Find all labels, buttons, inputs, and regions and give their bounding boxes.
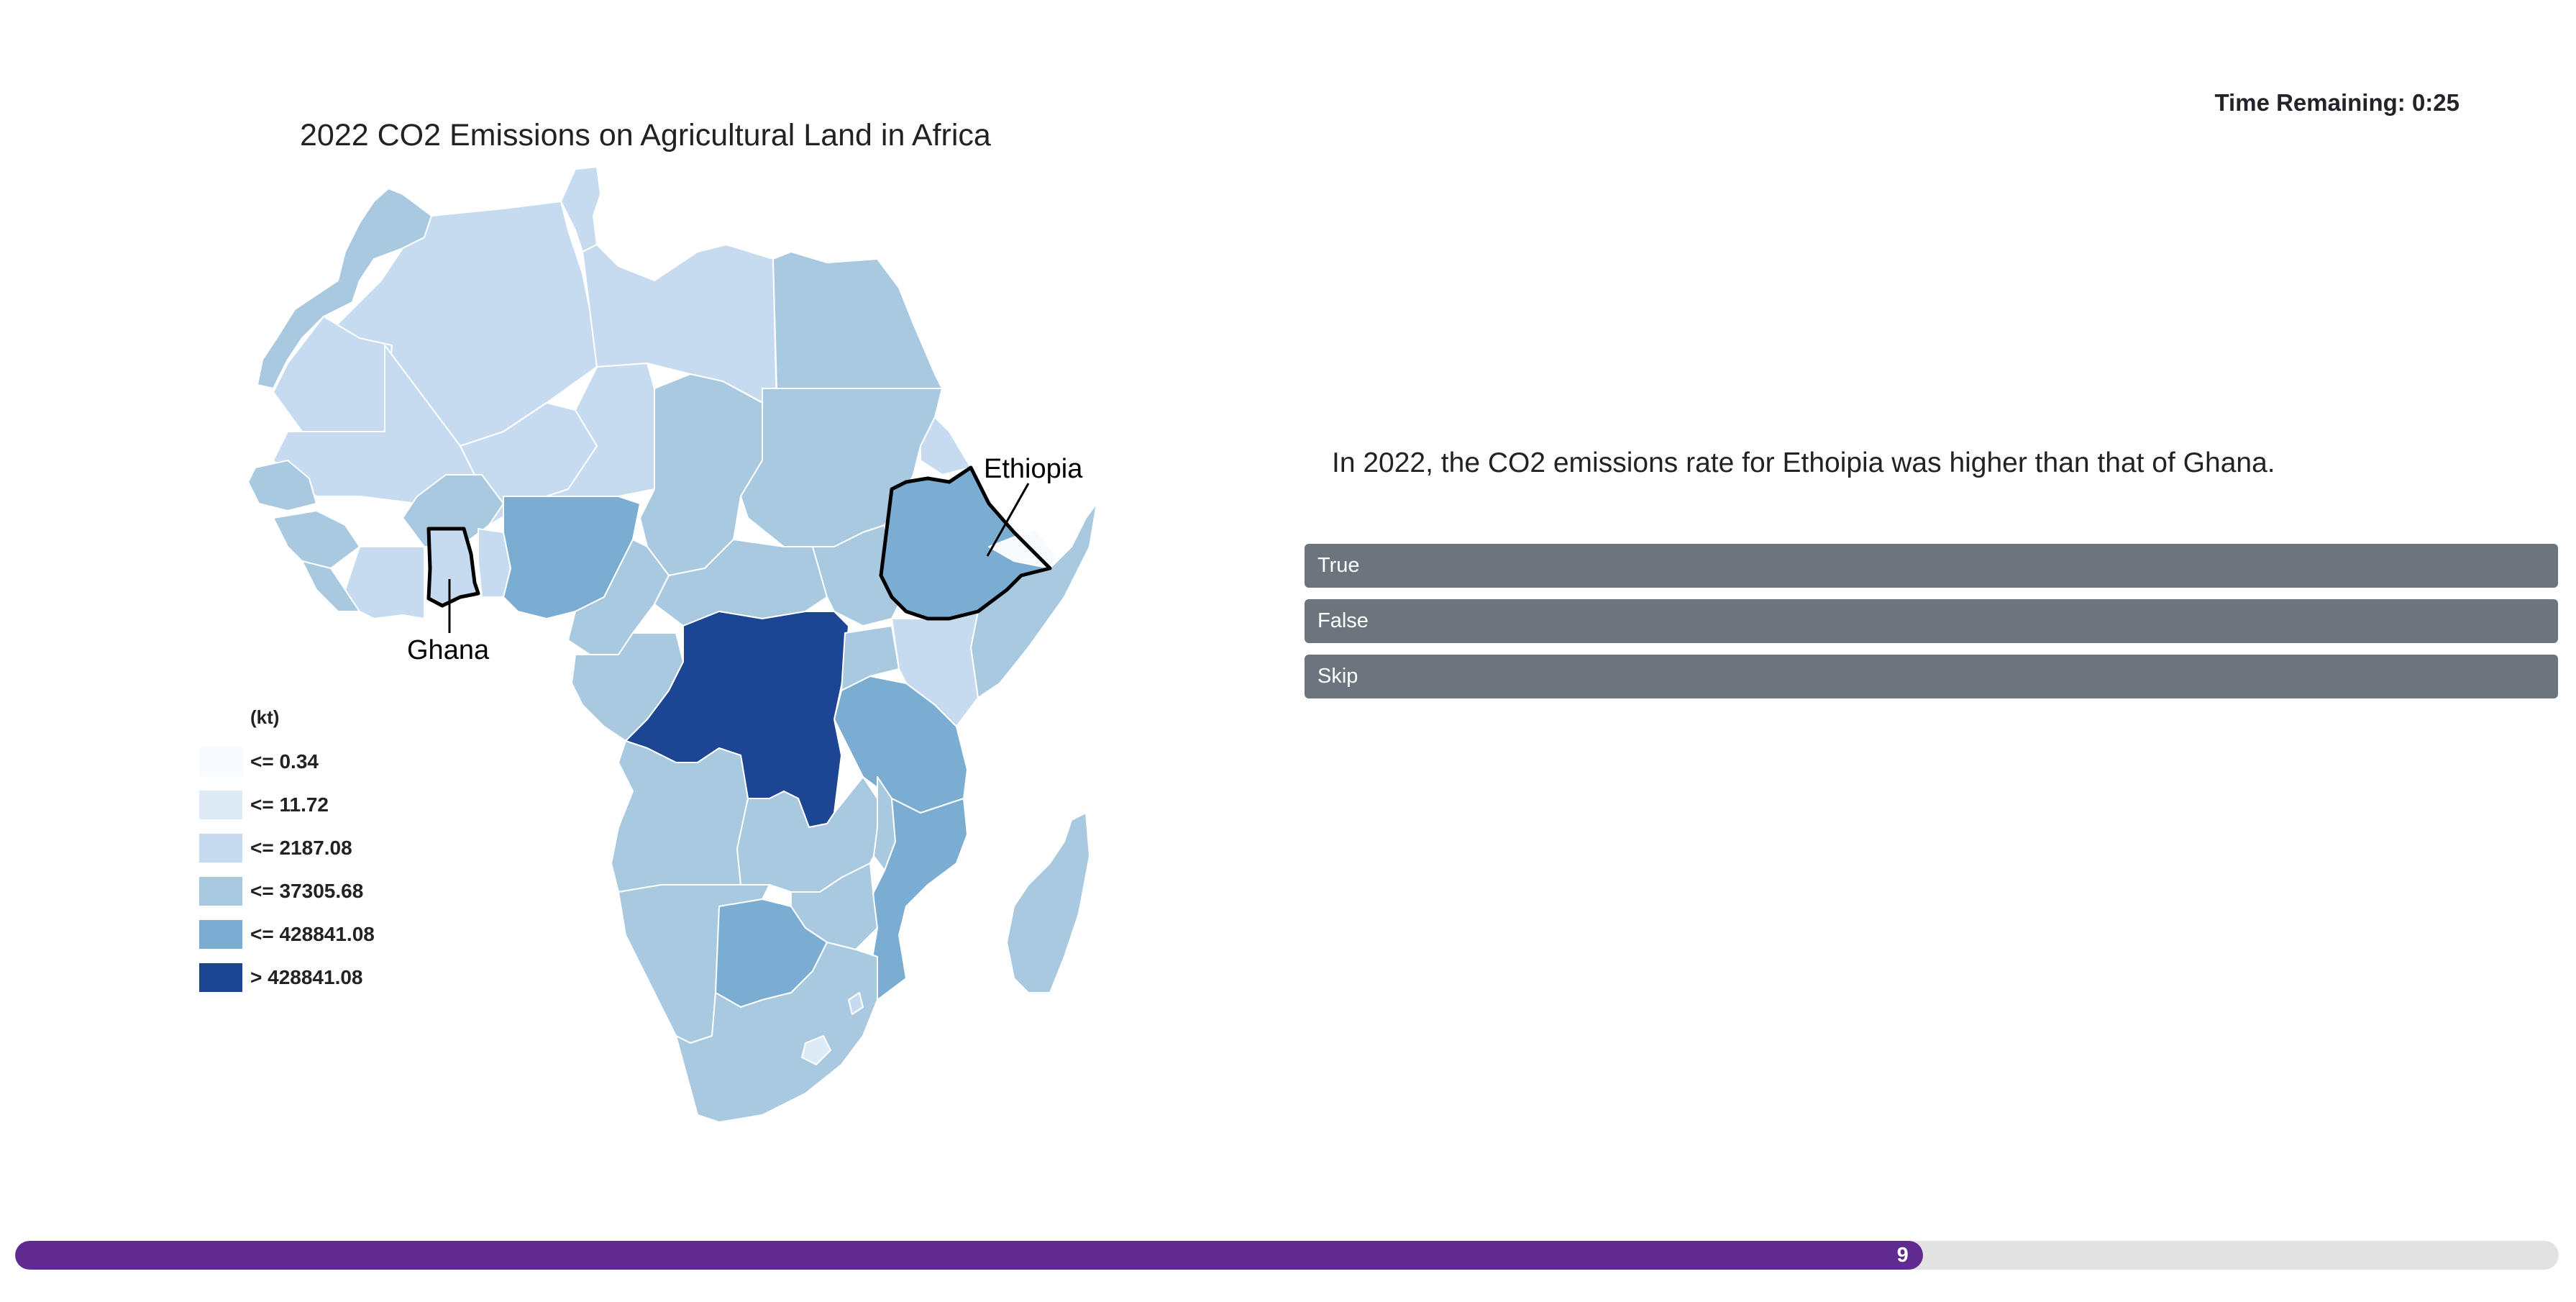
legend-unit: (kt) (250, 706, 280, 728)
country-ivory-coast (344, 546, 425, 619)
progress-bar: 9 (15, 1241, 2559, 1270)
country-car (654, 539, 828, 627)
progress-bar-fill: 9 (15, 1241, 1923, 1270)
africa-choropleth-map: Ethiopia Ghana (0, 0, 1223, 1180)
country-mozambique (869, 798, 968, 1001)
legend-swatch (199, 791, 242, 819)
ghana-callout-label: Ghana (407, 635, 490, 665)
legend-item: <= 37305.68 (199, 877, 375, 906)
ethiopia-outline (879, 465, 1052, 621)
country-guinea (273, 510, 360, 569)
country-eritrea (920, 416, 972, 475)
answer-true-button[interactable]: True (1305, 544, 2558, 588)
time-remaining: Time Remaining: 0:25 (2214, 89, 2460, 116)
country-lesotho (801, 1035, 831, 1065)
ethiopia-callout-line (986, 483, 1030, 557)
legend-swatch (199, 877, 242, 906)
legend-label: <= 37305.68 (250, 880, 364, 902)
ghana-outline (426, 527, 480, 608)
country-egypt (772, 251, 943, 389)
map-title: 2022 CO2 Emissions on Agricultural Land … (300, 118, 991, 152)
country-tunisia (560, 166, 601, 252)
country-angola (611, 740, 749, 893)
answer-false-button[interactable]: False (1305, 599, 2558, 643)
progress-label: 9 (1896, 1243, 1909, 1267)
legend-swatch (199, 834, 242, 862)
legend-item: <= 11.72 (199, 791, 375, 819)
question-text: In 2022, the CO2 emissions rate for Etho… (1332, 447, 2275, 478)
legend-label: <= 2187.08 (250, 837, 352, 859)
country-eswatini (848, 992, 864, 1015)
map-legend: (kt) <= 0.34 <= 11.72 <= 2187.08 <= 3730… (199, 706, 375, 1006)
country-uganda-rwanda (841, 625, 900, 691)
legend-label: > 428841.08 (250, 966, 363, 988)
legend-label: <= 428841.08 (250, 923, 375, 945)
legend-item: <= 428841.08 (199, 920, 375, 949)
answer-skip-button[interactable]: Skip (1305, 655, 2558, 698)
legend-swatch (199, 963, 242, 992)
country-south-africa (675, 942, 878, 1123)
legend-swatch (199, 920, 242, 949)
legend-item: <= 0.34 (199, 747, 375, 776)
ethiopia-callout-label: Ethiopia (984, 454, 1083, 484)
legend-label: <= 11.72 (250, 793, 329, 816)
country-senegal (247, 460, 317, 511)
legend-label: <= 0.34 (250, 750, 319, 773)
legend-item: > 428841.08 (199, 963, 375, 992)
map-svg: Ethiopia Ghana (247, 166, 1097, 1123)
legend-item: <= 2187.08 (199, 834, 375, 862)
country-madagascar (1006, 812, 1090, 993)
legend-swatch (199, 747, 242, 776)
answer-options: True False Skip (1305, 544, 2558, 710)
